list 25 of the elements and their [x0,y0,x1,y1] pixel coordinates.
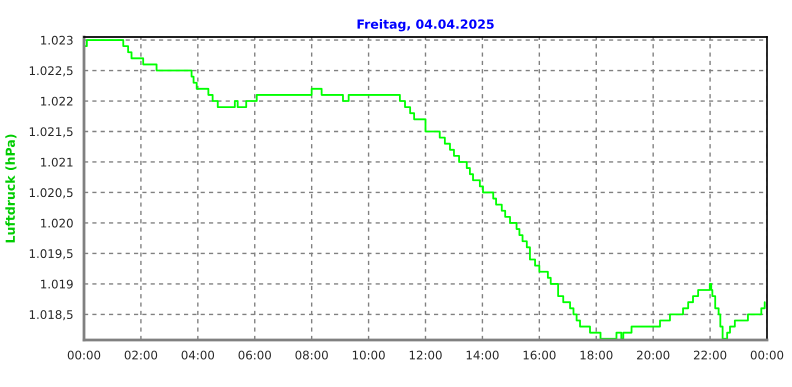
y-tick-label: 1.019 [41,280,73,289]
y-tick-label: 1.020,5 [30,188,73,198]
x-tick-label: 12:00 [410,350,442,360]
x-tick-label: 08:00 [295,350,328,360]
x-tick-label: 18:00 [580,350,612,360]
x-tick-label: 02:00 [124,350,158,360]
y-tick-label: 1.020 [41,218,73,228]
x-tick-label: 10:00 [352,350,385,360]
x-tick-label: 16:00 [524,350,556,360]
y-tick-label: 1.021,5 [30,127,73,138]
y-axis-title: Luftdruck (hPa) [5,134,16,242]
x-tick-label: 14:00 [466,350,499,360]
y-tick-label: 1.023 [41,36,73,45]
chart-title: Freitag, 04.04.2025 [358,19,494,32]
x-tick-label: 06:00 [238,350,271,360]
y-tick-label: 1.018,5 [30,310,73,320]
x-tick-label: 00:00 [750,350,784,360]
y-tick-label: 1.019,5 [30,249,73,260]
x-tick-label: 22:00 [694,350,726,360]
x-tick-label: 00:00 [68,350,100,360]
y-tick-label: 1.022,5 [30,66,73,76]
x-tick-label: 04:00 [182,350,214,360]
y-tick-label: 1.021 [41,158,72,167]
y-tick-label: 1.022 [41,96,72,106]
x-tick-label: 20:00 [637,350,670,360]
